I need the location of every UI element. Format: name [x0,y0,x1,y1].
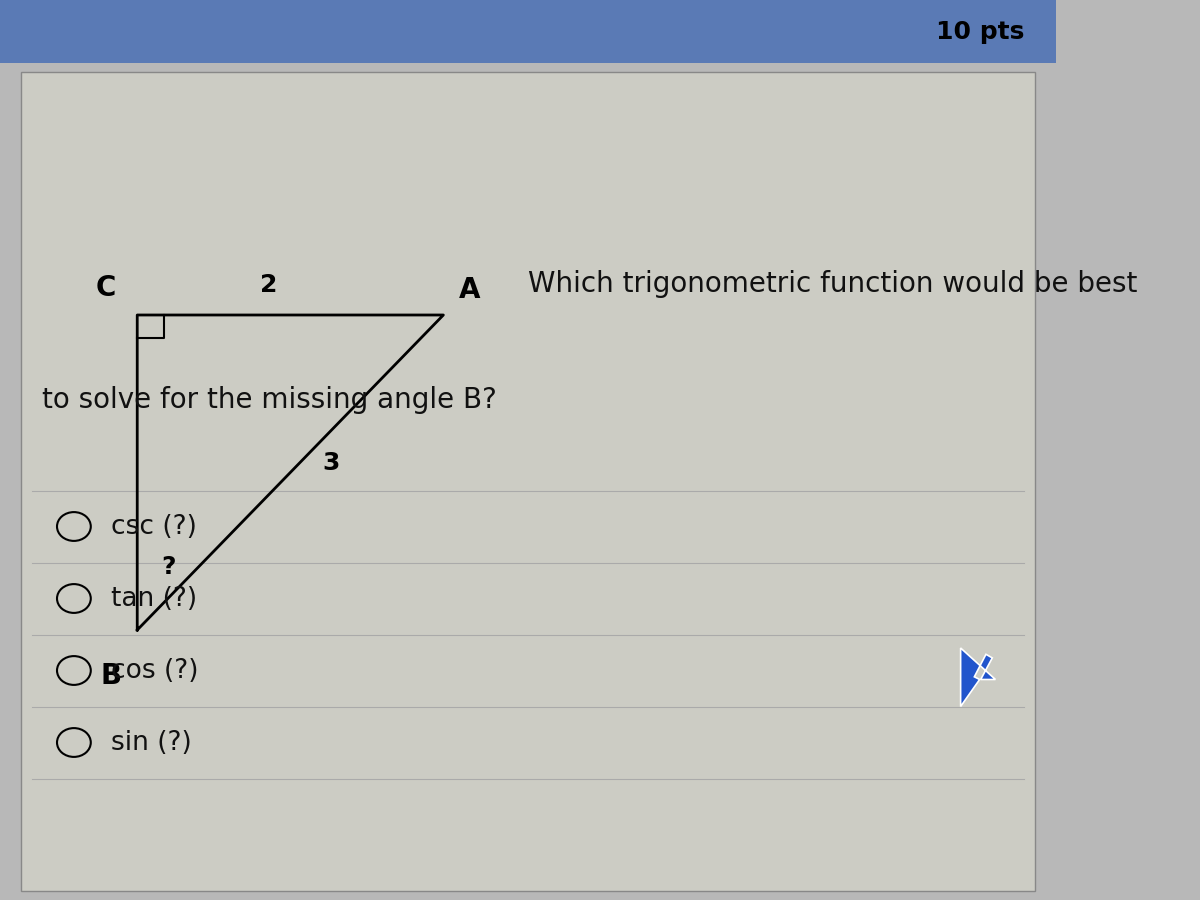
Text: cos (?): cos (?) [110,658,198,683]
Text: 2: 2 [260,273,278,297]
Text: sin (?): sin (?) [110,730,192,755]
Bar [0,0,1056,63]
Polygon shape [961,648,996,706]
Text: B: B [101,662,121,689]
Text: csc (?): csc (?) [110,514,197,539]
Text: 3: 3 [322,452,340,475]
Text: ?: ? [162,555,176,579]
Text: C: C [95,274,115,302]
Text: tan (?): tan (?) [110,586,197,611]
Text: A: A [460,276,480,304]
Text: to solve for the missing angle B?: to solve for the missing angle B? [42,386,497,415]
Text: Which trigonometric function would be best: Which trigonometric function would be be… [528,269,1138,298]
Text: 10 pts: 10 pts [936,20,1024,43]
